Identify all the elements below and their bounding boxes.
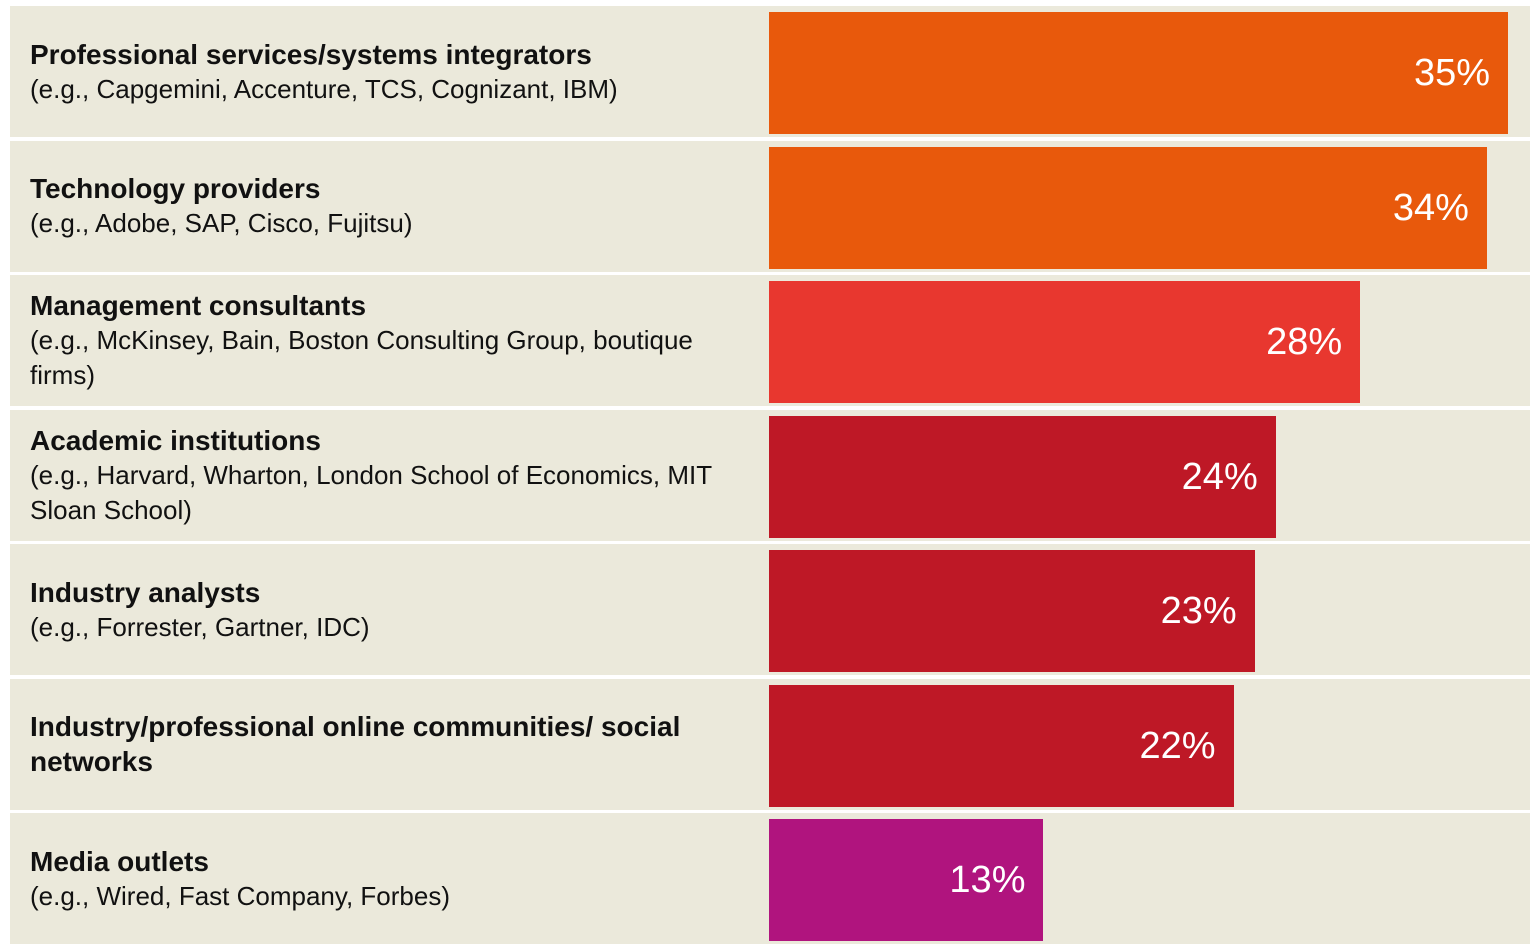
category-name: Management consultants bbox=[30, 290, 367, 321]
value-label: 13% bbox=[949, 859, 1026, 901]
category-label: Professional services/systems integrator… bbox=[30, 6, 745, 137]
category-name: Academic institutions bbox=[30, 424, 321, 456]
category-name: Professional services/systems integrator… bbox=[30, 38, 592, 70]
category-name: Industry analysts bbox=[30, 576, 261, 608]
category-description: (e.g., Adobe, SAP, Cisco, Fujitsu) bbox=[30, 208, 413, 238]
value-label: 28% bbox=[1266, 321, 1343, 363]
value-label: 34% bbox=[1392, 186, 1469, 229]
category-label: Industry/professional online communities… bbox=[30, 679, 745, 810]
category-name: Industry/professional online communities… bbox=[30, 711, 681, 777]
bar bbox=[769, 415, 1276, 538]
category-name: Technology providers bbox=[30, 173, 321, 204]
category-description: (e.g., Harvard, Wharton, London School o… bbox=[30, 459, 712, 525]
category-description: (e.g., McKinsey, Bain, Boston Consulting… bbox=[30, 325, 693, 390]
category-description: (e.g., Capgemini, Accenture, TCS, Cogniz… bbox=[30, 73, 618, 104]
category-description: (e.g., Wired, Fast Company, Forbes) bbox=[30, 880, 450, 911]
bar bbox=[769, 550, 1255, 672]
bar bbox=[769, 684, 1234, 807]
category-label: Technology providers (e.g., Adobe, SAP, C… bbox=[30, 141, 745, 272]
category-label: Academic institutions (e.g., Harvard, Wha… bbox=[30, 410, 745, 541]
category-label: Industry analysts (e.g., Forrester, Gartn… bbox=[30, 544, 745, 675]
bar bbox=[769, 281, 1361, 403]
bar bbox=[769, 12, 1508, 134]
value-label: 35% bbox=[1413, 52, 1490, 94]
value-label: 23% bbox=[1160, 590, 1237, 632]
category-description: (e.g., Forrester, Gartner, IDC) bbox=[30, 611, 370, 642]
category-label: Management consultants (e.g., McKinsey, B… bbox=[30, 275, 745, 406]
category-name: Media outlets bbox=[30, 845, 209, 877]
category-label: Media outlets (e.g., Wired, Fast Company,… bbox=[30, 813, 745, 944]
bar bbox=[769, 819, 1044, 941]
value-label: 24% bbox=[1181, 455, 1258, 498]
value-label: 22% bbox=[1139, 724, 1216, 767]
bar bbox=[769, 146, 1487, 269]
